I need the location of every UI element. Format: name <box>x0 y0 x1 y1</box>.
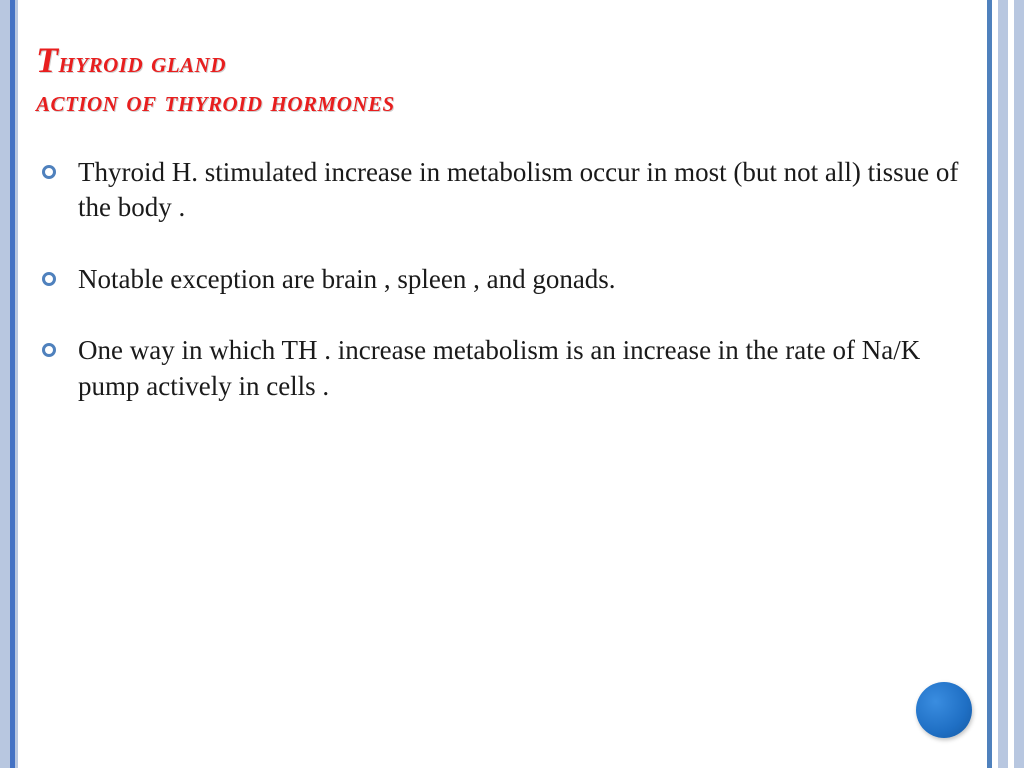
title-line2: action of thyroid hormones <box>36 85 395 118</box>
title-line1-firstletter: T <box>36 40 59 80</box>
list-item: One way in which TH . increase metabolis… <box>36 333 966 404</box>
list-item: Thyroid H. stimulated increase in metabo… <box>36 155 966 226</box>
bullet-text: One way in which TH . increase metabolis… <box>78 335 920 401</box>
slide-frame: Thyroid gland action of thyroid hormones… <box>0 0 1024 768</box>
right-rail-strip-2 <box>998 0 1008 768</box>
title-line1-rest: hyroid gland <box>59 46 227 79</box>
bullet-ring-icon <box>42 165 56 179</box>
bullet-ring-icon <box>42 272 56 286</box>
left-rail-outer <box>0 0 18 768</box>
content-area: Thyroid gland action of thyroid hormones… <box>36 38 966 441</box>
bullet-text: Thyroid H. stimulated increase in metabo… <box>78 157 958 223</box>
right-rail-accent <box>987 0 992 768</box>
list-item: Notable exception are brain , spleen , a… <box>36 262 966 298</box>
right-rail-gap-2 <box>992 0 998 768</box>
bullet-text: Notable exception are brain , spleen , a… <box>78 264 616 294</box>
decorative-circle-icon <box>916 682 972 738</box>
right-rail-gap-1 <box>1008 0 1014 768</box>
bullet-ring-icon <box>42 343 56 357</box>
bullet-list: Thyroid H. stimulated increase in metabo… <box>36 155 966 405</box>
left-rail-inner <box>10 0 15 768</box>
right-rail-strip-1 <box>1014 0 1024 768</box>
slide-title: Thyroid gland action of thyroid hormones <box>36 38 966 121</box>
